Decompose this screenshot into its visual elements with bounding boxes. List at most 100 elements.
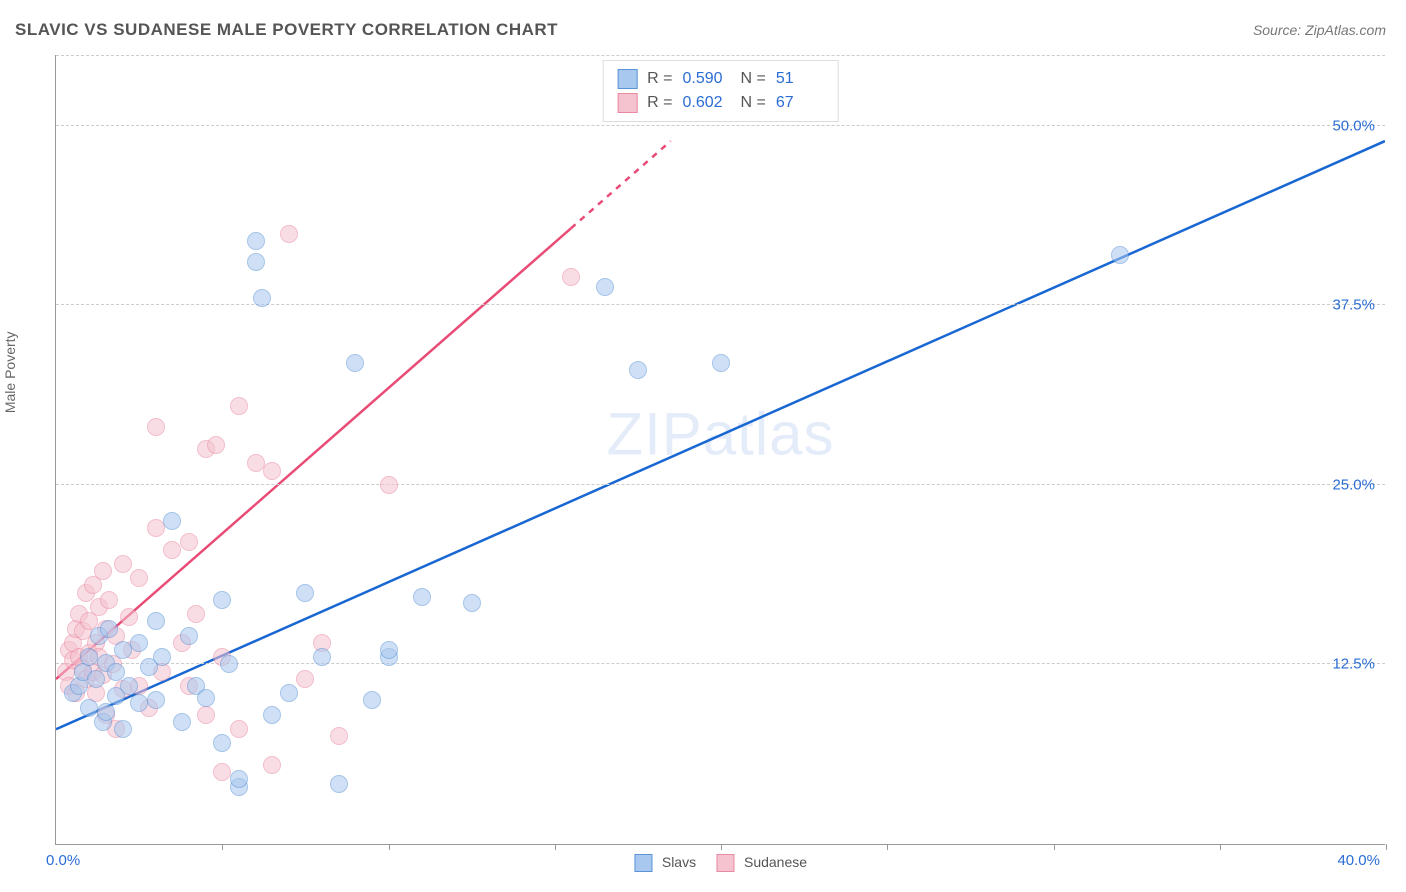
slavs-point xyxy=(413,588,431,606)
slavs-point xyxy=(346,354,364,372)
x-tick xyxy=(721,844,722,850)
n-value-slavs: 51 xyxy=(776,70,824,88)
x-tick xyxy=(1220,844,1221,850)
slavs-point xyxy=(463,594,481,612)
watermark: ZIPatlas xyxy=(606,399,834,468)
slavs-point xyxy=(280,684,298,702)
sudanese-point xyxy=(163,541,181,559)
x-tick xyxy=(389,844,390,850)
slavs-point xyxy=(247,253,265,271)
slavs-point xyxy=(173,713,191,731)
gridline xyxy=(56,663,1385,664)
x-tick xyxy=(222,844,223,850)
n-label-slavs: N = xyxy=(741,70,766,88)
y-tick-label: 25.0% xyxy=(1332,476,1375,493)
gridline xyxy=(56,125,1385,126)
slavs-point xyxy=(247,232,265,250)
y-tick-label: 37.5% xyxy=(1332,297,1375,314)
slavs-point xyxy=(213,734,231,752)
x-tick xyxy=(1054,844,1055,850)
x-tick xyxy=(555,844,556,850)
sudanese-point xyxy=(187,605,205,623)
slavs-point xyxy=(180,627,198,645)
plot-area: ZIPatlas R = 0.590 N = 51 R = 0.602 N = … xyxy=(55,55,1385,845)
sudanese-point xyxy=(280,225,298,243)
slavs-point xyxy=(147,691,165,709)
slavs-point xyxy=(1111,246,1129,264)
sudanese-point xyxy=(120,608,138,626)
slavs-point xyxy=(596,278,614,296)
gridline xyxy=(56,484,1385,485)
slavs-point xyxy=(80,648,98,666)
sudanese-point xyxy=(130,569,148,587)
bottom-legend: Slavs Sudanese xyxy=(634,854,807,872)
legend-swatch-sudanese xyxy=(716,854,734,872)
legend-label-sudanese: Sudanese xyxy=(744,854,807,870)
watermark-zip: ZIP xyxy=(606,400,702,467)
sudanese-point xyxy=(213,763,231,781)
sudanese-point xyxy=(263,756,281,774)
sudanese-point xyxy=(114,555,132,573)
source-label: Source: ZipAtlas.com xyxy=(1253,22,1386,38)
sudanese-point xyxy=(230,397,248,415)
slavs-point xyxy=(114,720,132,738)
slavs-point xyxy=(163,512,181,530)
legend-item-slavs: Slavs xyxy=(634,854,696,872)
sudanese-point xyxy=(330,727,348,745)
sudanese-point xyxy=(247,454,265,472)
r-value-slavs: 0.590 xyxy=(683,70,731,88)
slavs-point xyxy=(253,289,271,307)
sudanese-point xyxy=(230,720,248,738)
slavs-point xyxy=(380,641,398,659)
slavs-point xyxy=(296,584,314,602)
legend-item-sudanese: Sudanese xyxy=(716,854,807,872)
sudanese-point xyxy=(100,591,118,609)
n-label-sudanese: N = xyxy=(741,94,766,112)
sudanese-point xyxy=(380,476,398,494)
stats-row-sudanese: R = 0.602 N = 67 xyxy=(617,91,824,115)
slavs-point xyxy=(80,699,98,717)
slavs-point xyxy=(629,361,647,379)
x-origin-label: 0.0% xyxy=(46,852,80,869)
gridline xyxy=(56,55,1385,56)
x-tick xyxy=(1386,844,1387,850)
trend-lines xyxy=(56,55,1385,844)
slavs-point xyxy=(197,689,215,707)
sudanese-point xyxy=(197,706,215,724)
legend-swatch-slavs xyxy=(634,854,652,872)
slavs-point xyxy=(130,634,148,652)
slavs-point xyxy=(130,694,148,712)
y-tick-label: 50.0% xyxy=(1332,117,1375,134)
slavs-point xyxy=(87,670,105,688)
sudanese-point xyxy=(180,533,198,551)
r-value-sudanese: 0.602 xyxy=(683,94,731,112)
slavs-point xyxy=(97,703,115,721)
y-tick-label: 12.5% xyxy=(1332,656,1375,673)
slavs-point xyxy=(263,706,281,724)
slavs-point xyxy=(712,354,730,372)
sudanese-point xyxy=(562,268,580,286)
slavs-point xyxy=(313,648,331,666)
sudanese-point xyxy=(207,436,225,454)
y-axis-label: Male Poverty xyxy=(2,331,18,413)
sudanese-point xyxy=(263,462,281,480)
trend-line xyxy=(56,141,1385,729)
stats-legend-box: R = 0.590 N = 51 R = 0.602 N = 67 xyxy=(602,60,839,122)
legend-label-slavs: Slavs xyxy=(662,854,696,870)
sudanese-point xyxy=(147,418,165,436)
slavs-point xyxy=(120,677,138,695)
slavs-point xyxy=(153,648,171,666)
stats-swatch-sudanese xyxy=(617,93,637,113)
slavs-point xyxy=(330,775,348,793)
chart-title: SLAVIC VS SUDANESE MALE POVERTY CORRELAT… xyxy=(15,20,558,40)
stats-row-slavs: R = 0.590 N = 51 xyxy=(617,67,824,91)
chart-container: SLAVIC VS SUDANESE MALE POVERTY CORRELAT… xyxy=(0,0,1406,892)
trend-line xyxy=(571,141,671,228)
watermark-atlas: atlas xyxy=(703,400,835,467)
stats-swatch-slavs xyxy=(617,69,637,89)
sudanese-point xyxy=(147,519,165,537)
slavs-point xyxy=(107,663,125,681)
slavs-point xyxy=(213,591,231,609)
slavs-point xyxy=(220,655,238,673)
r-label-slavs: R = xyxy=(647,70,672,88)
